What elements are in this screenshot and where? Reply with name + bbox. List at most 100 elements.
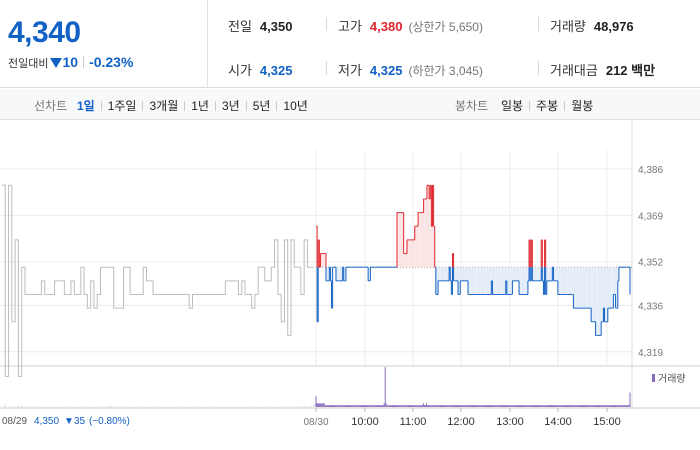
prev-day-line bbox=[2, 184, 314, 377]
up-area bbox=[426, 185, 428, 268]
x-tick-label: 11:00 bbox=[400, 416, 427, 428]
down-area bbox=[508, 267, 510, 295]
candle-chart-tabs: 일봉 주봉 월봉 bbox=[501, 97, 593, 114]
down-area bbox=[566, 267, 568, 295]
down-area bbox=[592, 267, 594, 322]
divider bbox=[326, 61, 327, 75]
down-area bbox=[589, 267, 591, 309]
down-area bbox=[536, 267, 538, 281]
down-area bbox=[438, 267, 440, 281]
down-area bbox=[563, 267, 566, 295]
down-area bbox=[326, 267, 328, 281]
up-area bbox=[400, 212, 402, 268]
price-chart: 4,386 4,369 4,352 4,336 4,319 08/30 10:00 11:0… bbox=[0, 120, 700, 428]
down-area bbox=[601, 267, 603, 322]
down-area bbox=[485, 267, 487, 295]
down-area bbox=[555, 267, 557, 281]
down-area bbox=[444, 267, 446, 281]
tab-line-6[interactable]: 10년 bbox=[283, 99, 308, 113]
down-area bbox=[494, 267, 496, 295]
down-area bbox=[477, 267, 479, 295]
down-area bbox=[535, 267, 537, 281]
down-area bbox=[517, 267, 519, 281]
down-area bbox=[591, 267, 593, 322]
tab-line-3[interactable]: 1년 bbox=[191, 99, 209, 113]
down-area bbox=[521, 267, 523, 295]
up-area bbox=[397, 212, 399, 268]
down-area bbox=[456, 267, 458, 281]
down-area bbox=[480, 267, 482, 295]
down-area bbox=[368, 267, 370, 281]
tab-divider bbox=[245, 101, 247, 111]
down-area bbox=[527, 267, 529, 281]
candle-chart-label: 봉차트 bbox=[455, 99, 489, 113]
tab-line-0[interactable]: 1일 bbox=[77, 99, 95, 113]
tab-candle-2[interactable]: 월봉 bbox=[571, 99, 594, 113]
down-area bbox=[482, 267, 485, 295]
tab-divider bbox=[100, 101, 102, 111]
down-area bbox=[466, 267, 468, 281]
down-area bbox=[509, 267, 511, 295]
down-area bbox=[464, 267, 466, 281]
down-area bbox=[455, 267, 457, 281]
down-area bbox=[593, 267, 596, 322]
down-area bbox=[608, 267, 610, 309]
down-area bbox=[473, 267, 475, 295]
x-axis: 08/30 10:00 11:00 12:00 13:00 14:00 15:00 bbox=[303, 408, 621, 428]
down-area bbox=[505, 267, 507, 281]
down-area bbox=[567, 267, 569, 295]
down-area bbox=[532, 267, 535, 281]
down-area bbox=[578, 267, 580, 309]
up-area bbox=[427, 185, 429, 268]
stat-value: 212 백만 bbox=[605, 63, 656, 78]
y-tick-label: 4,319 bbox=[638, 348, 663, 359]
down-area bbox=[475, 267, 477, 295]
stat-volume: 거래량 48,976 bbox=[550, 16, 634, 35]
down-area bbox=[471, 267, 473, 295]
up-area bbox=[322, 253, 324, 268]
prev-close: 4,350 bbox=[34, 416, 59, 427]
down-area bbox=[443, 267, 445, 281]
down-area bbox=[538, 267, 540, 281]
down-area bbox=[539, 267, 541, 281]
stat-value: 48,976 bbox=[593, 19, 634, 34]
up-area bbox=[428, 198, 430, 268]
down-area bbox=[498, 267, 500, 295]
down-area bbox=[570, 267, 572, 295]
down-area bbox=[577, 267, 579, 309]
down-area bbox=[612, 267, 614, 295]
down-area bbox=[465, 267, 467, 281]
up-area bbox=[421, 212, 424, 268]
prev-date: 08/29 bbox=[2, 416, 27, 427]
stat-label: 거래량 bbox=[550, 19, 586, 34]
tab-line-1[interactable]: 1주일 bbox=[107, 99, 137, 113]
current-price: 4,340 bbox=[8, 16, 81, 49]
divider bbox=[538, 17, 539, 31]
tab-candle-0[interactable]: 일봉 bbox=[501, 99, 524, 113]
stat-value: 4,325 bbox=[369, 63, 403, 78]
stat-label: 전일 bbox=[228, 19, 252, 34]
tab-line-4[interactable]: 3년 bbox=[221, 99, 240, 113]
up-area bbox=[398, 212, 400, 268]
down-area bbox=[617, 267, 619, 281]
down-area bbox=[537, 267, 539, 281]
down-area bbox=[595, 267, 597, 336]
down-area bbox=[607, 267, 609, 309]
down-triangle-icon: ▼ bbox=[64, 416, 74, 427]
up-area bbox=[407, 239, 409, 268]
up-area bbox=[419, 212, 421, 268]
down-area bbox=[488, 267, 490, 295]
down-area bbox=[599, 267, 601, 336]
tab-line-5[interactable]: 5년 bbox=[252, 99, 271, 113]
up-area bbox=[414, 226, 416, 268]
down-area bbox=[565, 267, 567, 295]
down-area bbox=[520, 267, 522, 295]
tab-candle-1[interactable]: 주봉 bbox=[536, 99, 559, 113]
tab-line-2[interactable]: 3개월 bbox=[149, 99, 179, 113]
down-area bbox=[515, 267, 517, 281]
down-area bbox=[534, 267, 536, 281]
down-area bbox=[327, 267, 329, 281]
down-area bbox=[454, 267, 456, 281]
up-area bbox=[413, 239, 415, 268]
prev-day-series bbox=[2, 184, 314, 377]
